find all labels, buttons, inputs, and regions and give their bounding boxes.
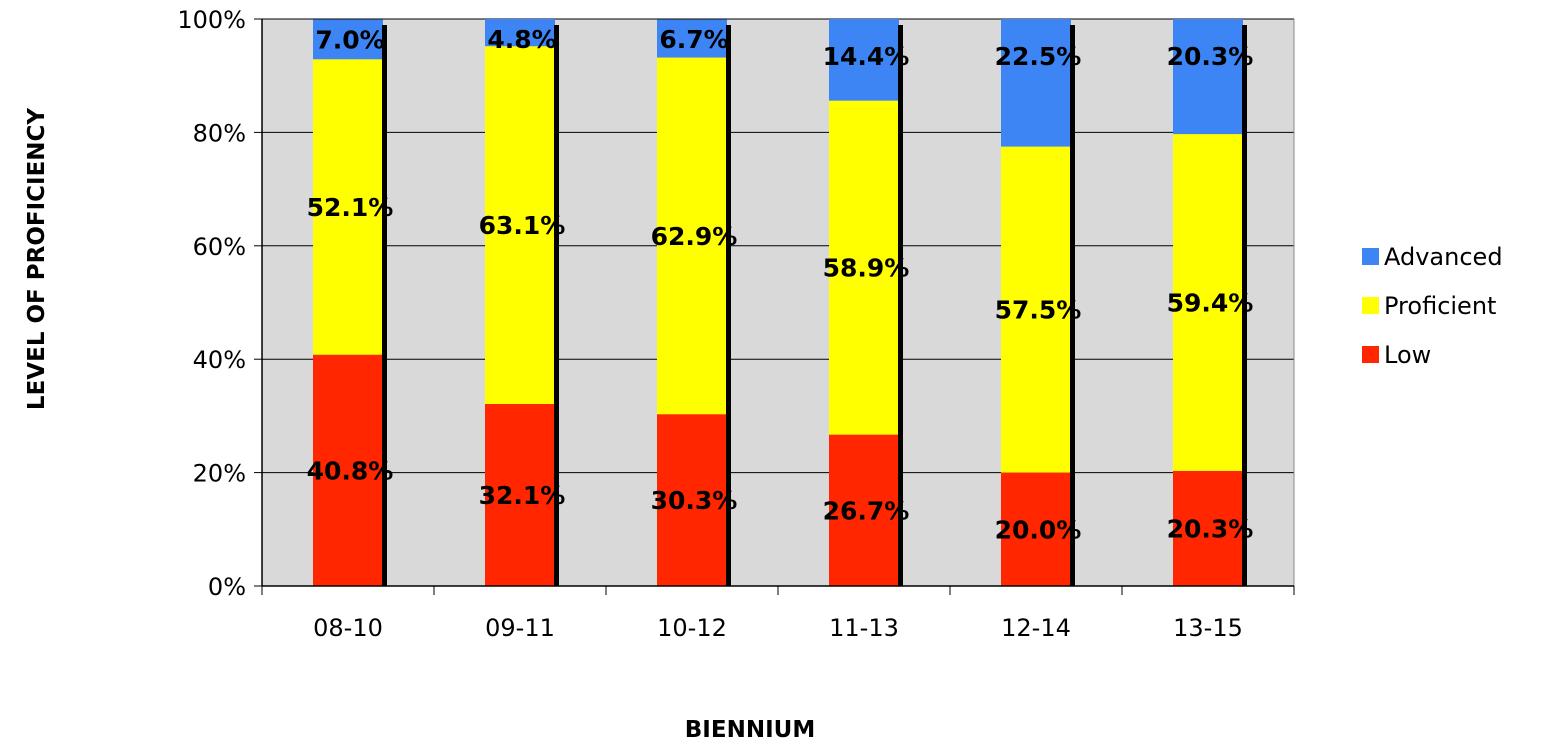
y-tick-label: 20%: [193, 460, 246, 488]
bars: [313, 19, 1247, 586]
bar-segment-proficient-11-13: [829, 100, 899, 435]
data-label-proficient-11-13: 58.9%: [823, 254, 910, 283]
y-tick-label: 0%: [208, 573, 246, 601]
bar-edge-shadow: [898, 25, 903, 586]
gridlines: [262, 18, 1294, 474]
y-axis-title: LEVEL OF PROFICIENCY: [24, 108, 50, 410]
data-label-proficient-08-10: 52.1%: [307, 193, 394, 222]
bar-segment-proficient-09-11: [485, 46, 555, 404]
bar-segment-low-13-15: [1173, 470, 1243, 586]
bar-edge-shadow: [554, 25, 559, 586]
data-label-low-11-13: 26.7%: [823, 496, 910, 525]
x-tick-label: 09-11: [485, 614, 555, 642]
bar-stack-11-13: [829, 19, 903, 586]
bar-stack-08-10: [313, 19, 387, 586]
bar-edge-shadow: [1242, 25, 1247, 586]
data-label-advanced-10-12: 6.7%: [659, 25, 728, 54]
axes: [254, 18, 1295, 595]
data-label-advanced-12-14: 22.5%: [995, 42, 1082, 71]
bar-edge-shadow: [1070, 25, 1075, 586]
bar-segment-low-09-11: [485, 403, 555, 586]
data-label-low-09-11: 32.1%: [479, 481, 566, 510]
legend-swatch-advanced: [1362, 248, 1379, 265]
y-tick-label: 80%: [193, 119, 246, 147]
data-label-low-08-10: 40.8%: [307, 456, 394, 485]
data-label-proficient-13-15: 59.4%: [1167, 289, 1254, 318]
bar-segment-proficient-10-12: [657, 57, 727, 415]
y-tick-label: 40%: [193, 346, 246, 374]
plot-area-background: [262, 19, 1294, 586]
bar-segment-proficient-08-10: [313, 59, 383, 355]
data-label-advanced-11-13: 14.4%: [823, 42, 910, 71]
bar-segment-advanced-10-12: [657, 19, 727, 58]
bar-segment-advanced-09-11: [485, 19, 555, 47]
y-tick-label: 100%: [177, 6, 246, 34]
legend-label-low: Low: [1384, 341, 1431, 369]
x-tick-label: 11-13: [829, 614, 899, 642]
x-tick-label: 08-10: [313, 614, 383, 642]
data-label-proficient-12-14: 57.5%: [995, 296, 1082, 325]
legend-swatch-low: [1362, 346, 1379, 363]
data-label-proficient-10-12: 62.9%: [651, 222, 738, 251]
legend: Advanced Proficient Low: [1362, 243, 1503, 369]
bar-edge-shadow: [382, 25, 387, 586]
legend-label-advanced: Advanced: [1384, 243, 1503, 271]
legend-swatch-proficient: [1362, 297, 1379, 314]
data-labels: 40.8% 52.1% 7.0% 32.1% 63.1% 4.8% 30.3% 62.9% 6.…: [307, 25, 1254, 544]
bar-stack-12-14: [1001, 19, 1075, 586]
bar-stack-09-11: [485, 19, 559, 586]
data-label-low-13-15: 20.3%: [1167, 514, 1254, 543]
bar-segment-advanced-12-14: [1001, 19, 1071, 147]
data-label-low-10-12: 30.3%: [651, 486, 738, 515]
bar-segment-low-12-14: [1001, 472, 1071, 586]
bar-segment-advanced-11-13: [829, 19, 899, 101]
x-tick-label: 13-15: [1173, 614, 1243, 642]
bar-stack-13-15: [1173, 19, 1247, 586]
x-tick-label: 10-12: [657, 614, 727, 642]
bar-segment-proficient-13-15: [1173, 134, 1243, 471]
data-label-advanced-08-10: 7.0%: [315, 25, 384, 54]
data-label-low-12-14: 20.0%: [995, 515, 1082, 544]
bar-edge-shadow: [726, 25, 731, 586]
data-label-proficient-09-11: 63.1%: [479, 211, 566, 240]
y-tick-label: 60%: [193, 233, 246, 261]
legend-label-proficient: Proficient: [1384, 292, 1496, 320]
bar-segment-advanced-13-15: [1173, 19, 1243, 135]
x-axis-title: BIENNIUM: [685, 717, 815, 743]
bar-segment-low-08-10: [313, 354, 383, 586]
data-label-advanced-09-11: 4.8%: [487, 25, 556, 54]
bar-segment-proficient-12-14: [1001, 146, 1071, 473]
bar-segment-advanced-08-10: [313, 19, 383, 60]
x-tick-label: 12-14: [1001, 614, 1071, 642]
bar-stack-10-12: [657, 19, 731, 586]
data-label-advanced-13-15: 20.3%: [1167, 42, 1254, 71]
bar-segment-low-10-12: [657, 414, 727, 586]
y-tick-labels: 0% 20% 40% 60% 80% 100%: [177, 6, 246, 601]
bar-segment-low-11-13: [829, 434, 899, 586]
x-tick-labels: 08-10 09-11 10-12 11-13 12-14 13-15: [313, 614, 1243, 642]
